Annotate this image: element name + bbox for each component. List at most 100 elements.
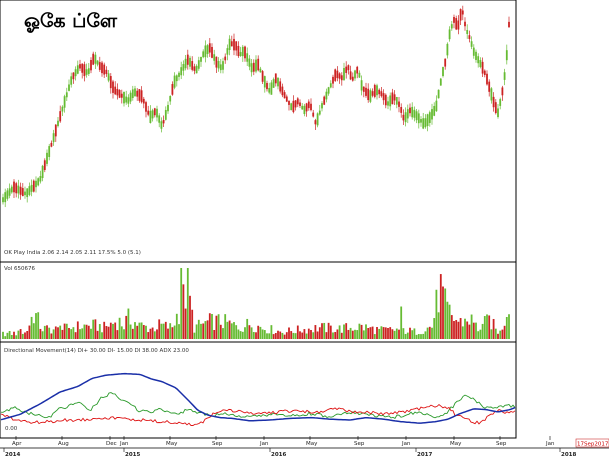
- volume-bar: [239, 331, 242, 339]
- volume-bar: [488, 315, 491, 339]
- volume-bar: [365, 324, 367, 339]
- volume-bar: [252, 331, 255, 339]
- month-tick-label: Jan: [401, 441, 411, 447]
- volume-bar: [446, 301, 449, 339]
- price-candle: [347, 64, 350, 75]
- price-candle: [252, 59, 255, 76]
- volume-bar: [431, 327, 433, 339]
- volume-bar: [52, 329, 55, 339]
- price-candle: [270, 80, 273, 95]
- volume-bar: [6, 332, 9, 339]
- price-candle: [239, 46, 242, 57]
- price-candle: [268, 82, 271, 95]
- price-candle: [101, 60, 103, 77]
- price-candle: [367, 83, 370, 103]
- volume-bar: [65, 323, 68, 339]
- volume-bar: [118, 317, 121, 339]
- volume-bar: [169, 323, 172, 339]
- volume-bar: [171, 327, 174, 339]
- volume-bar: [92, 319, 95, 339]
- volume-bar: [472, 322, 475, 339]
- price-candle: [387, 96, 389, 110]
- volume-bar: [310, 329, 312, 339]
- volume-bar: [461, 326, 464, 339]
- volume-bar: [105, 326, 108, 339]
- price-candle: [299, 99, 301, 108]
- volume-bar: [107, 326, 110, 339]
- volume-bar: [13, 331, 15, 339]
- price-candle: [156, 105, 158, 122]
- price-candle: [329, 80, 332, 89]
- volume-bar: [138, 322, 141, 339]
- price-candle: [439, 77, 442, 86]
- volume-bar: [246, 318, 249, 339]
- price-candle: [415, 108, 418, 124]
- volume-bar: [277, 330, 279, 339]
- volume-bar: [39, 328, 42, 339]
- price-candle: [294, 100, 297, 111]
- month-tick-label: Aug: [58, 441, 69, 447]
- volume-bar: [103, 321, 106, 339]
- price-candle: [266, 80, 268, 92]
- price-candle: [76, 60, 79, 75]
- price-candle: [184, 54, 187, 71]
- price-candle: [162, 115, 165, 127]
- volume-bar: [61, 329, 64, 339]
- price-candle: [395, 96, 398, 109]
- price-candle: [497, 103, 499, 119]
- volume-bar: [129, 324, 132, 339]
- price-candle: [246, 47, 249, 66]
- price-candle: [59, 105, 62, 123]
- price-candle: [325, 88, 328, 103]
- volume-bar: [389, 327, 392, 339]
- volume-bar: [444, 288, 447, 339]
- price-candle: [215, 56, 218, 74]
- price-candle: [248, 55, 251, 71]
- volume-bar: [63, 323, 66, 339]
- price-candle: [173, 72, 176, 90]
- volume-bar: [281, 332, 284, 339]
- volume-bar: [59, 325, 62, 339]
- volume-bar: [448, 304, 451, 339]
- price-candle: [336, 66, 339, 82]
- date-stamp-box: [575, 438, 609, 448]
- price-candle: [87, 63, 90, 76]
- price-candle: [448, 26, 451, 42]
- volume-bar: [26, 331, 29, 339]
- price-candle: [63, 94, 66, 113]
- price-candle: [81, 63, 84, 79]
- volume-bar: [261, 329, 264, 339]
- volume-bar: [455, 320, 458, 339]
- volume-bar: [81, 328, 84, 339]
- price-candle: [136, 88, 139, 101]
- price-candle: [167, 101, 169, 114]
- volume-bar: [398, 329, 400, 339]
- price-candle: [153, 107, 156, 118]
- volume-bar: [151, 327, 154, 339]
- price-candle: [274, 73, 277, 87]
- volume-bar: [303, 329, 306, 339]
- price-candle: [10, 184, 13, 194]
- price-candle: [35, 176, 37, 193]
- price-candle: [292, 95, 295, 114]
- volume-bar: [127, 308, 130, 339]
- volume-bar: [382, 327, 385, 339]
- price-candle: [70, 72, 73, 88]
- price-candle: [39, 170, 42, 184]
- price-candle: [2, 193, 4, 205]
- price-candle: [338, 72, 341, 84]
- x-axis: Apr Aug Dec Jan May Sep Jan May Sep Jan May Sep Jan …: [0, 436, 609, 458]
- price-candle: [356, 65, 359, 79]
- volume-bar: [222, 328, 224, 339]
- volume-bar: [30, 316, 33, 339]
- volume-bar: [497, 333, 499, 339]
- chart-title: ஓகே ப்ளே: [24, 10, 118, 32]
- price-candle: [433, 102, 436, 117]
- volume-bar: [428, 326, 431, 339]
- volume-bar: [96, 330, 99, 339]
- volume-bar: [145, 325, 147, 339]
- volume-bar: [48, 327, 51, 339]
- volume-bar: [70, 329, 73, 339]
- volume-bar: [259, 326, 262, 339]
- price-candle: [281, 83, 284, 98]
